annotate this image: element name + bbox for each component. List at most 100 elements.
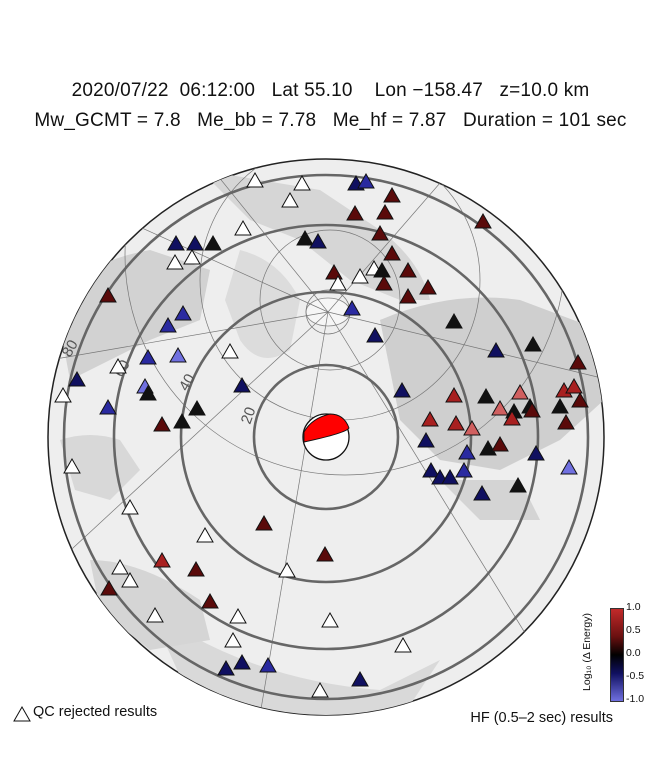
station-triangle [68, 370, 86, 387]
qc-rejected-station-triangle [278, 561, 296, 578]
duration: Duration = 101 sec [463, 110, 627, 131]
ring-label-80: 80 [59, 337, 82, 360]
qc-rejected-station-triangle [111, 558, 129, 575]
colorbar-tick: 1.0 [626, 601, 641, 613]
event-info-line-2: Mw_GCMT = 7.8 Me_bb = 7.78 Me_hf = 7.87 … [0, 110, 661, 132]
qc-rejected-station-triangle [183, 248, 201, 265]
hf-legend-label: HF (0.5–2 sec) results [470, 710, 613, 726]
station-triangle [233, 376, 251, 393]
colorbar: Log₁₀ (Δ Energy) 1.0 0.5 0.0 -0.5 -1.0 [556, 601, 646, 705]
station-triangle [527, 444, 545, 461]
station-triangle [217, 659, 235, 676]
station-triangle [399, 261, 417, 278]
station-triangle [201, 592, 219, 609]
station-triangle [153, 551, 171, 568]
station-triangle [186, 234, 204, 251]
station-triangle [153, 415, 171, 432]
station-triangle [99, 398, 117, 415]
station-triangle [491, 435, 509, 452]
station-triangle [473, 484, 491, 501]
focal-mechanism-beachball [302, 413, 350, 461]
station-triangle [491, 399, 509, 416]
event-lat: Lat 55.10 [271, 80, 353, 101]
station-triangle [371, 224, 389, 241]
qc-rejected-station-triangle [234, 219, 252, 236]
station-triangle [139, 384, 157, 401]
station-triangle [571, 391, 589, 408]
station-triangle [399, 287, 417, 304]
station-triangle [139, 348, 157, 365]
mw-gcmt: Mw_GCMT = 7.8 [34, 110, 181, 131]
station-triangle [477, 387, 495, 404]
station-triangle [376, 203, 394, 220]
qc-rejected-station-triangle [224, 631, 242, 648]
qc-rejected-station-triangle [109, 357, 127, 374]
qc-rejected-station-triangle [311, 681, 329, 698]
station-triangle [351, 670, 369, 687]
ring-labels: 20 40 60 80 [59, 337, 260, 426]
station-triangle [445, 386, 463, 403]
event-depth: z=10.0 km [499, 80, 590, 101]
event-time: 06:12:00 [179, 80, 256, 101]
qc-rejected-station-triangle [246, 171, 264, 188]
station-triangle [255, 514, 273, 531]
station-triangle [259, 656, 277, 673]
qc-rejected-station-triangle [351, 267, 369, 284]
station-triangle [441, 468, 459, 485]
station-triangle [343, 299, 361, 316]
station-triangle [100, 579, 118, 596]
ring-label-20: 20 [238, 405, 260, 426]
qc-rejected-station-triangle [293, 174, 311, 191]
qc-rejected-station-triangle [196, 526, 214, 543]
station-triangle [187, 560, 205, 577]
station-triangle [373, 261, 391, 278]
qc-rejected-station-triangle [221, 342, 239, 359]
station-triangle [447, 414, 465, 431]
station-triangle [487, 341, 505, 358]
station-triangle [569, 353, 587, 370]
colorbar-tick: -0.5 [626, 670, 645, 682]
station-triangle [173, 412, 191, 429]
station-triangle [366, 326, 384, 343]
station-triangle [474, 212, 492, 229]
station-triangle [419, 278, 437, 295]
station-triangle [169, 346, 187, 363]
qc-rejected-station-triangle [63, 457, 81, 474]
qc-rejected-station-triangle [146, 606, 164, 623]
station-triangle [383, 186, 401, 203]
station-triangle [417, 431, 435, 448]
qc-rejected-station-triangle [54, 386, 72, 403]
qc-rejected-station-triangle [166, 253, 184, 270]
station-triangle [309, 232, 327, 249]
colorbar-tick: 0.5 [626, 624, 641, 636]
station-triangle [167, 234, 185, 251]
me-hf: Me_hf = 7.87 [332, 110, 447, 131]
station-triangle [524, 335, 542, 352]
station-triangle [346, 204, 364, 221]
ring-60 [112, 223, 540, 651]
station-triangle [557, 413, 575, 430]
station-triangle [421, 410, 439, 427]
station-triangle [188, 399, 206, 416]
qc-rejected-station-triangle [121, 571, 139, 588]
ring-20 [252, 363, 400, 511]
qc-rejected-station-triangle [121, 498, 139, 515]
ring-40 [179, 290, 473, 584]
station-triangle [316, 545, 334, 562]
station-triangle [455, 461, 473, 478]
station-triangle [159, 316, 177, 333]
station-triangle [511, 383, 529, 400]
qc-legend-label: QC rejected results [33, 704, 158, 720]
station-triangle [523, 401, 541, 418]
station-triangle [383, 244, 401, 261]
station-triangle [296, 229, 314, 246]
qc-rejected-station-triangle [281, 191, 299, 208]
station-triangle [509, 476, 527, 493]
colorbar-tick: -1.0 [626, 693, 645, 705]
event-date: 2020/07/22 [71, 80, 169, 101]
ring-80 [62, 173, 590, 701]
station-triangle [393, 381, 411, 398]
qc-rejected-station-triangle [229, 607, 247, 624]
station-triangle [445, 312, 463, 329]
